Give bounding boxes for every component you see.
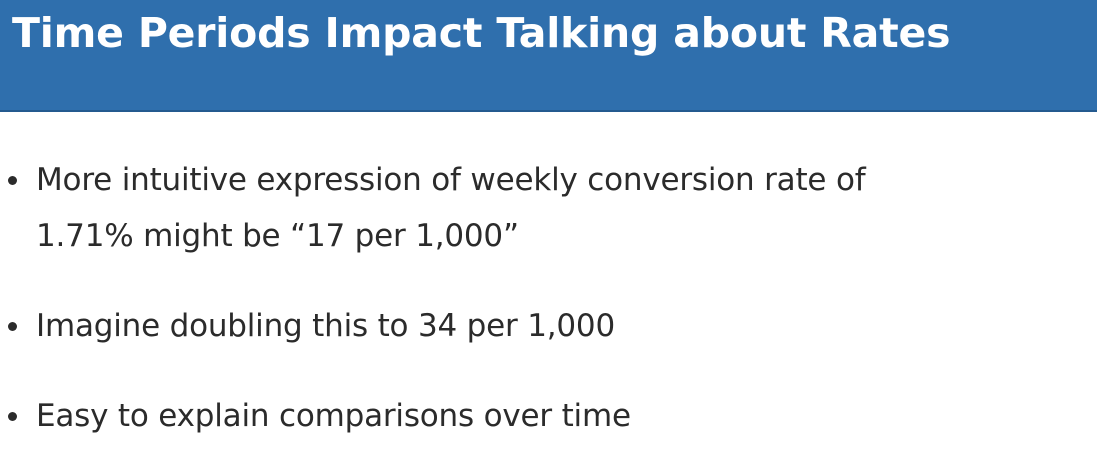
title-banner: Time Periods Impact Talking about Rates (0, 0, 1097, 112)
bullet-dot-icon (8, 412, 17, 421)
slide-title: Time Periods Impact Talking about Rates (12, 9, 951, 57)
bullet-text: Easy to explain comparisons over time (36, 388, 1076, 444)
bullet-line: Easy to explain comparisons over time (36, 398, 631, 434)
bullet-line: More intuitive expression of weekly conv… (36, 162, 866, 198)
bullet-dot-icon (8, 176, 17, 185)
bullet-line: 1.71% might be “17 per 1,000” (36, 218, 519, 254)
bullet-line: Imagine doubling this to 34 per 1,000 (36, 308, 615, 344)
bullet-text: More intuitive expression of weekly conv… (36, 152, 1076, 264)
bullet-dot-icon (8, 322, 17, 331)
bullet-text: Imagine doubling this to 34 per 1,000 (36, 298, 1076, 354)
